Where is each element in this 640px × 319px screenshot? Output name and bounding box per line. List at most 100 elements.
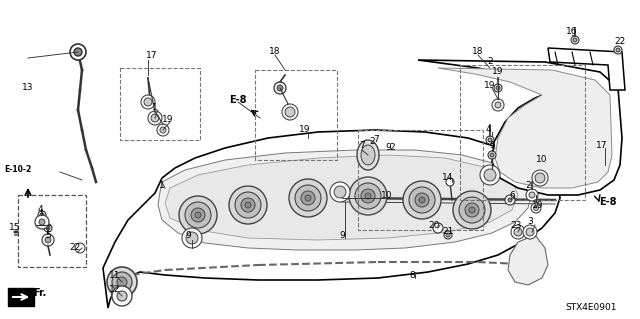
Circle shape bbox=[355, 183, 381, 209]
Circle shape bbox=[40, 213, 44, 217]
Circle shape bbox=[117, 277, 127, 287]
Text: 9: 9 bbox=[339, 231, 345, 240]
Text: 13: 13 bbox=[22, 84, 34, 93]
Text: 19: 19 bbox=[163, 115, 173, 124]
Text: 9: 9 bbox=[385, 144, 391, 152]
Circle shape bbox=[151, 114, 159, 122]
Text: 4: 4 bbox=[37, 205, 43, 214]
Text: 18: 18 bbox=[472, 48, 484, 56]
Text: 5: 5 bbox=[489, 140, 495, 150]
Circle shape bbox=[42, 234, 54, 246]
Bar bbox=[255, 70, 337, 160]
Text: 20: 20 bbox=[428, 220, 440, 229]
Polygon shape bbox=[103, 130, 560, 308]
Circle shape bbox=[446, 233, 450, 237]
Circle shape bbox=[274, 82, 286, 94]
Polygon shape bbox=[438, 68, 612, 188]
Text: E-8: E-8 bbox=[229, 95, 247, 105]
Circle shape bbox=[453, 191, 491, 229]
Circle shape bbox=[241, 198, 255, 212]
Circle shape bbox=[495, 102, 501, 108]
Text: 19: 19 bbox=[300, 125, 311, 135]
Text: 2: 2 bbox=[389, 144, 395, 152]
Text: E-10-2: E-10-2 bbox=[4, 166, 31, 174]
Circle shape bbox=[433, 223, 443, 233]
Circle shape bbox=[415, 193, 429, 207]
Circle shape bbox=[511, 225, 525, 239]
Circle shape bbox=[112, 286, 132, 306]
Circle shape bbox=[46, 226, 50, 230]
Circle shape bbox=[535, 173, 545, 183]
Bar bbox=[18, 195, 86, 267]
Text: 17: 17 bbox=[147, 51, 157, 61]
Circle shape bbox=[459, 197, 485, 223]
Circle shape bbox=[465, 203, 479, 217]
Circle shape bbox=[75, 243, 85, 253]
Circle shape bbox=[289, 179, 327, 217]
Circle shape bbox=[182, 228, 202, 248]
Circle shape bbox=[186, 232, 198, 244]
Circle shape bbox=[301, 191, 315, 205]
Circle shape bbox=[531, 203, 541, 213]
Polygon shape bbox=[508, 235, 548, 285]
Circle shape bbox=[117, 291, 127, 301]
Text: 7: 7 bbox=[359, 140, 365, 150]
Text: 16: 16 bbox=[566, 27, 578, 36]
Text: 9: 9 bbox=[185, 232, 191, 241]
Text: 4: 4 bbox=[485, 125, 491, 135]
Circle shape bbox=[526, 189, 538, 201]
Text: 12: 12 bbox=[109, 286, 121, 294]
Circle shape bbox=[488, 138, 492, 142]
Circle shape bbox=[195, 212, 201, 218]
Text: 10: 10 bbox=[381, 190, 393, 199]
Circle shape bbox=[282, 104, 298, 120]
Circle shape bbox=[496, 86, 500, 90]
Circle shape bbox=[523, 225, 537, 239]
Text: 6: 6 bbox=[509, 190, 515, 199]
Polygon shape bbox=[418, 60, 622, 195]
Circle shape bbox=[70, 44, 86, 60]
Circle shape bbox=[505, 195, 515, 205]
Circle shape bbox=[107, 267, 137, 297]
Circle shape bbox=[295, 185, 321, 211]
Circle shape bbox=[349, 177, 387, 215]
Circle shape bbox=[532, 170, 548, 186]
Text: 17: 17 bbox=[596, 140, 608, 150]
Circle shape bbox=[480, 165, 500, 185]
Text: 10: 10 bbox=[536, 155, 548, 165]
Circle shape bbox=[160, 127, 166, 133]
Circle shape bbox=[179, 196, 217, 234]
Text: 3: 3 bbox=[527, 218, 533, 226]
Circle shape bbox=[573, 38, 577, 42]
Polygon shape bbox=[165, 155, 518, 240]
Circle shape bbox=[38, 211, 46, 219]
Circle shape bbox=[529, 192, 535, 198]
Text: 23: 23 bbox=[510, 220, 522, 229]
Text: 2: 2 bbox=[369, 137, 375, 146]
Ellipse shape bbox=[361, 145, 375, 165]
Circle shape bbox=[74, 48, 82, 56]
Circle shape bbox=[490, 153, 494, 157]
Circle shape bbox=[492, 99, 504, 111]
Circle shape bbox=[446, 178, 454, 186]
Text: 22: 22 bbox=[614, 38, 626, 47]
Text: 21: 21 bbox=[442, 227, 454, 236]
Text: 11: 11 bbox=[109, 271, 121, 280]
Bar bbox=[358, 130, 483, 230]
Circle shape bbox=[330, 182, 350, 202]
Circle shape bbox=[614, 46, 622, 54]
Circle shape bbox=[35, 215, 49, 229]
Text: 19: 19 bbox=[532, 201, 544, 210]
Circle shape bbox=[419, 197, 425, 203]
Circle shape bbox=[245, 202, 251, 208]
Circle shape bbox=[157, 124, 169, 136]
Circle shape bbox=[285, 107, 295, 117]
Circle shape bbox=[39, 219, 45, 225]
Circle shape bbox=[484, 169, 496, 181]
Text: 18: 18 bbox=[269, 48, 281, 56]
Circle shape bbox=[112, 272, 132, 292]
Circle shape bbox=[44, 224, 52, 232]
Text: 15: 15 bbox=[9, 224, 20, 233]
Circle shape bbox=[526, 228, 534, 236]
Circle shape bbox=[514, 228, 522, 236]
